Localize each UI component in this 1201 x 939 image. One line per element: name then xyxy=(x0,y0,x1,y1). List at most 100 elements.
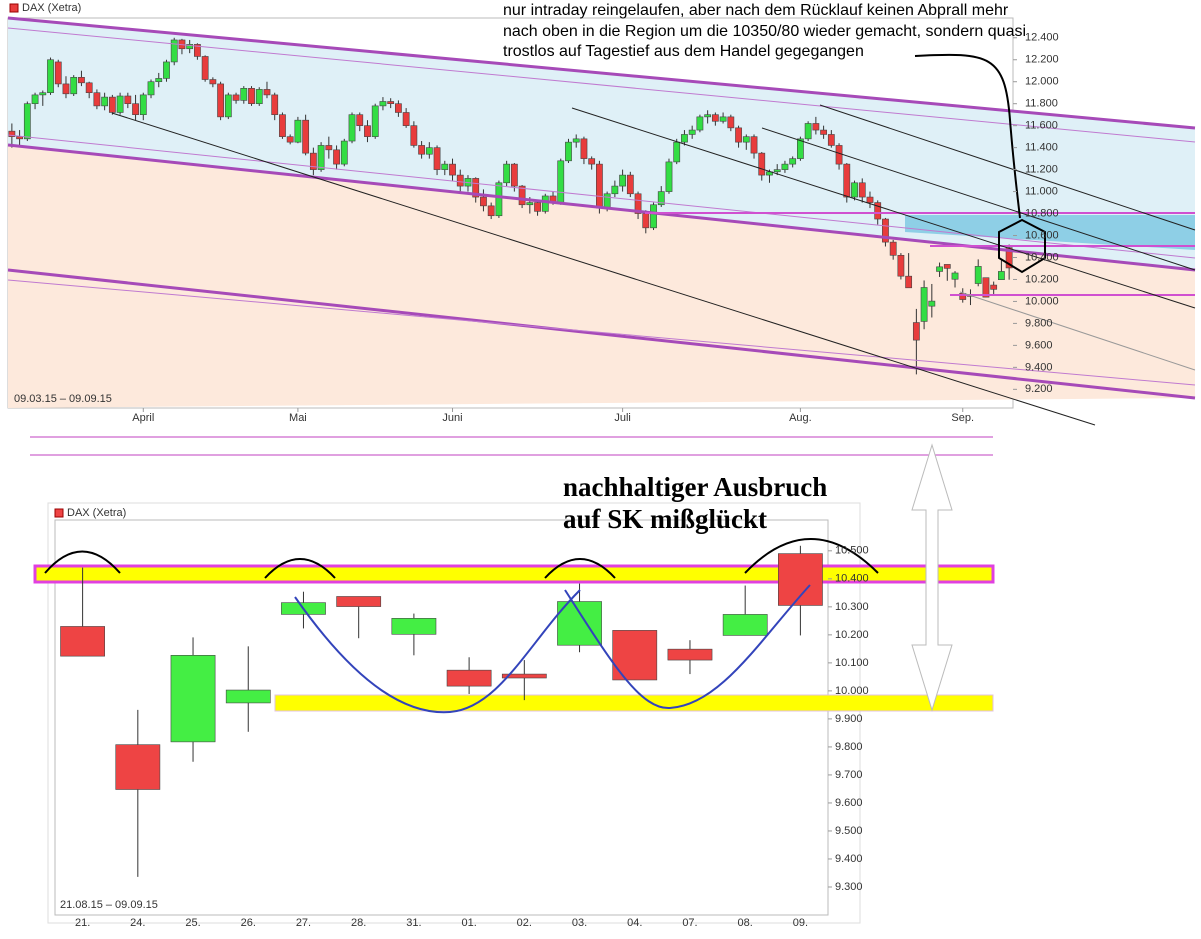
candle-body xyxy=(279,114,286,137)
lower-channel-fill xyxy=(8,145,1195,408)
candle-body xyxy=(557,601,602,646)
candle-body xyxy=(263,89,271,96)
candle-body xyxy=(858,182,866,198)
candle-body xyxy=(286,136,294,143)
annotation: nach oben in die Region um die 10350/80 … xyxy=(503,23,1026,40)
channel-line xyxy=(7,143,1196,272)
candle-body xyxy=(356,114,364,126)
candle-body xyxy=(194,44,201,57)
y-tick-label: 10.500 xyxy=(835,545,869,557)
candle-body xyxy=(750,136,758,154)
candle-body xyxy=(619,174,626,187)
arc xyxy=(544,558,616,579)
candle-body xyxy=(650,204,657,229)
candle-body xyxy=(510,163,518,187)
y-tick-label: 10.000 xyxy=(835,685,869,697)
candle-body xyxy=(936,266,943,272)
candle-body xyxy=(797,138,804,159)
candle-body xyxy=(874,202,882,220)
candle-body xyxy=(209,79,217,85)
x-tick-label: 09. xyxy=(793,917,808,929)
candle-body xyxy=(920,287,928,322)
pattern-curve xyxy=(294,589,581,714)
candle-body xyxy=(943,264,951,269)
candle-body xyxy=(425,147,433,155)
arc xyxy=(744,538,879,574)
annotation: nur intraday reingelaufen, aber nach dem… xyxy=(503,2,1009,19)
x-tick-label: 07. xyxy=(682,917,697,929)
candle-body xyxy=(47,59,54,94)
candle-body xyxy=(998,271,1005,280)
arc xyxy=(44,550,121,574)
candle-body xyxy=(719,116,727,122)
y-tick-label: 11.800 xyxy=(1025,98,1058,110)
pointer-curve xyxy=(914,53,1021,219)
y-tick-label: 10.600 xyxy=(1025,229,1059,241)
x-tick-label: Juli xyxy=(614,412,631,424)
x-tick-label: 28. xyxy=(351,917,366,929)
candle-body xyxy=(395,103,402,113)
candle-body xyxy=(70,77,78,95)
candle-body xyxy=(441,163,449,170)
x-tick-label: Mai xyxy=(289,412,307,424)
candle-body xyxy=(446,669,492,687)
y-tick-label: 10.100 xyxy=(835,657,869,669)
candle-body xyxy=(990,284,998,290)
channel-line xyxy=(7,279,1196,386)
candle-body xyxy=(23,103,31,140)
candle-body xyxy=(626,174,634,195)
candle-body xyxy=(487,205,495,217)
y-tick-label: 9.600 xyxy=(835,797,863,809)
candle-body xyxy=(612,630,658,681)
candle-body xyxy=(696,116,704,131)
chart-2-drawings xyxy=(44,443,953,714)
candle-body xyxy=(596,163,603,209)
candle-body xyxy=(163,61,170,79)
x-tick-label: 03. xyxy=(572,917,587,929)
candle-body xyxy=(132,103,139,115)
hexagon-marker xyxy=(998,218,1046,274)
annotation: auf SK mißglückt xyxy=(563,504,767,534)
chart-1-marks xyxy=(8,37,1013,375)
candle-body xyxy=(115,744,161,790)
candle-body xyxy=(364,125,371,137)
candle-body xyxy=(101,96,109,107)
candle-body xyxy=(309,152,317,170)
candle-body xyxy=(588,158,596,165)
candle-body xyxy=(78,77,85,84)
y-tick-label: 10.400 xyxy=(835,573,869,585)
candle-body xyxy=(1005,247,1013,269)
candle-body xyxy=(336,596,382,607)
candle-body xyxy=(572,138,580,143)
candle-body xyxy=(951,272,959,280)
candle-body xyxy=(340,140,348,165)
y-tick-label: 9.800 xyxy=(835,741,863,753)
candle-body xyxy=(170,655,216,743)
candle-body xyxy=(232,94,240,101)
y-tick-label: 9.400 xyxy=(1025,361,1053,373)
x-tick-label: 01. xyxy=(461,917,476,929)
candle-body xyxy=(882,218,889,243)
candle-body xyxy=(60,626,105,657)
y-tick-label: 11.600 xyxy=(1025,120,1058,132)
x-tick-label: 08. xyxy=(738,917,753,929)
candle-body xyxy=(54,61,62,85)
candle-body xyxy=(889,241,897,256)
pattern-curve xyxy=(564,584,811,710)
y-tick-label: 11.000 xyxy=(1025,185,1058,197)
candle-body xyxy=(928,300,936,307)
support-zone xyxy=(274,694,994,712)
candle-body xyxy=(778,553,823,606)
candle-body xyxy=(62,83,70,95)
candle-body xyxy=(580,138,588,159)
candle-body xyxy=(789,158,797,165)
candle-body xyxy=(673,141,681,163)
candle-body xyxy=(812,123,820,131)
candle-body xyxy=(974,266,982,284)
candle-body xyxy=(31,94,39,104)
trend-line xyxy=(761,127,1196,271)
x-tick-label: Aug. xyxy=(789,412,812,424)
date-range: 09.03.15 – 09.09.15 xyxy=(14,393,112,405)
candle-body xyxy=(681,134,688,143)
y-tick-label: 9.800 xyxy=(1025,317,1053,329)
